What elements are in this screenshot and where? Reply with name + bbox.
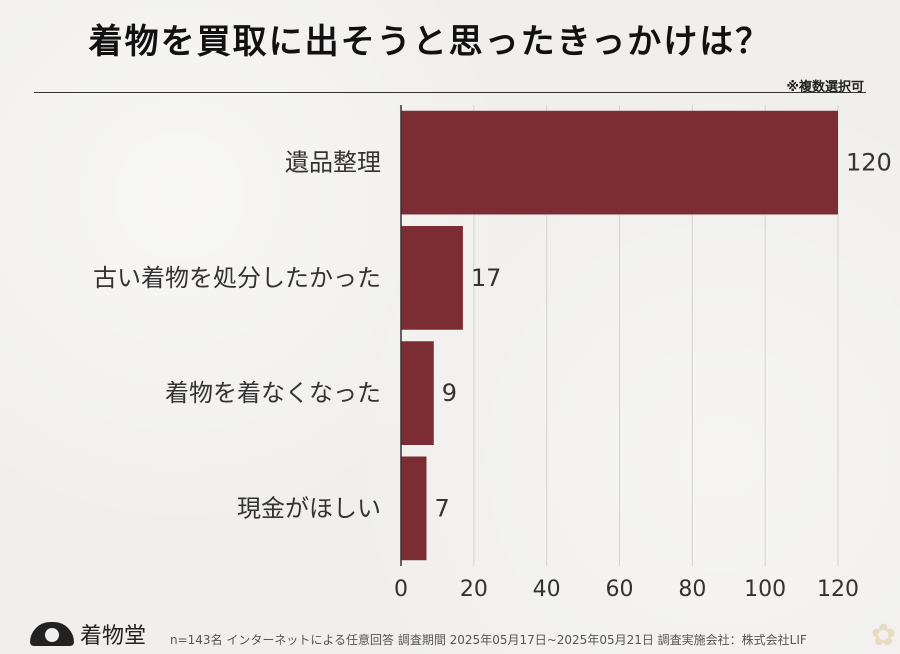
x-tick-label: 80: [678, 577, 706, 602]
x-tick-label: 0: [394, 577, 408, 602]
bar: [401, 456, 427, 561]
bar-value-label: 7: [434, 494, 449, 522]
logo: 着物堂: [30, 618, 146, 650]
bar: [401, 341, 434, 445]
x-tick-label: 40: [533, 577, 561, 602]
multiple-choice-note: ※複数選択可: [786, 80, 864, 95]
chart-title: 着物を買取に出そうと思ったきっかけは？: [88, 22, 772, 62]
x-tick-label: 60: [606, 577, 634, 602]
category-label: 着物を着なくなった: [165, 379, 381, 407]
fan-icon: [30, 622, 74, 646]
category-label: 現金がほしい: [237, 494, 381, 522]
bar: [401, 110, 838, 215]
bar-value-label: 120: [846, 149, 892, 177]
x-tick-label: 100: [744, 577, 786, 602]
category-label: 古い着物を処分したかった: [93, 264, 381, 292]
x-tick-label: 20: [460, 577, 488, 602]
survey-footnote: n=143名 インターネットによる任意回答 調査期間 2025年05月17日~2…: [170, 633, 807, 647]
bar: [401, 226, 463, 330]
bar-value-label: 9: [442, 379, 457, 407]
logo-text: 着物堂: [80, 624, 147, 649]
x-tick-label: 120: [817, 577, 859, 602]
bar-value-label: 17: [471, 264, 502, 292]
title-divider: [34, 92, 866, 93]
category-label: 遺品整理: [285, 149, 381, 177]
flower-icon: ✿: [870, 618, 896, 653]
